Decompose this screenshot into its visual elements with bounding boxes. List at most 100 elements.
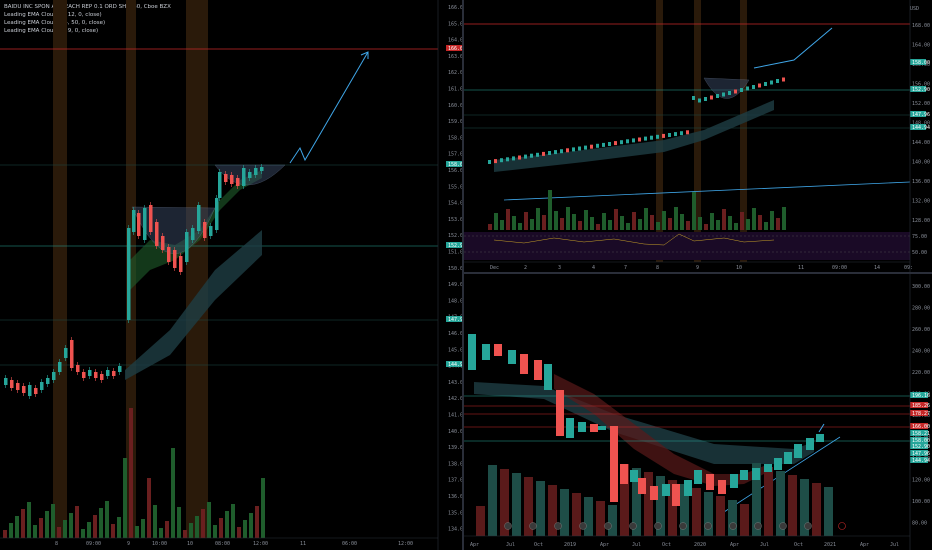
candle[interactable] (752, 468, 760, 480)
candle[interactable] (656, 134, 659, 139)
candle[interactable] (494, 159, 497, 164)
candle[interactable] (203, 222, 207, 238)
candle[interactable] (632, 138, 635, 143)
candle[interactable] (100, 374, 104, 380)
price-tag[interactable] (910, 111, 926, 117)
price-tag[interactable] (446, 161, 462, 167)
candle[interactable] (143, 208, 147, 240)
candle[interactable] (672, 484, 680, 506)
earnings-marker[interactable] (679, 522, 687, 530)
candle[interactable] (248, 172, 252, 178)
projection-arrow[interactable] (753, 27, 833, 69)
price-tag[interactable] (910, 124, 926, 130)
candle[interactable] (106, 370, 110, 376)
oscillator-pane[interactable] (464, 232, 910, 260)
candle[interactable] (488, 160, 491, 164)
candle[interactable] (494, 344, 502, 356)
candle[interactable] (82, 372, 86, 378)
candle[interactable] (468, 334, 476, 370)
candle[interactable] (548, 151, 551, 155)
candle[interactable] (740, 470, 748, 480)
candle[interactable] (734, 89, 737, 94)
price-tag[interactable] (910, 86, 926, 92)
candle[interactable] (572, 147, 575, 152)
candle[interactable] (209, 226, 213, 236)
candle[interactable] (215, 198, 219, 230)
candle[interactable] (520, 354, 528, 374)
earnings-marker[interactable] (704, 522, 712, 530)
candle[interactable] (242, 168, 246, 186)
candle[interactable] (746, 86, 749, 91)
candle[interactable] (590, 424, 598, 432)
candle[interactable] (764, 464, 772, 472)
candle[interactable] (758, 83, 761, 88)
candle[interactable] (218, 172, 222, 198)
top-right-price-chart[interactable]: USD 75.00 50.00 168.00164.00160.00156.00… (464, 0, 932, 272)
candle[interactable] (197, 205, 201, 231)
price-tag[interactable] (446, 361, 462, 367)
price-tag[interactable] (910, 450, 928, 456)
bottom-right-chart-panel[interactable]: 300.00280.00260.00240.00220.00200.00180.… (464, 274, 932, 550)
candle[interactable] (620, 464, 628, 484)
price-tag[interactable] (910, 59, 926, 65)
candle[interactable] (94, 372, 98, 378)
price-tag[interactable] (910, 437, 928, 443)
candle[interactable] (650, 135, 653, 140)
earnings-marker[interactable] (579, 522, 587, 530)
price-tag[interactable] (446, 316, 462, 322)
price-tag[interactable] (910, 423, 928, 429)
earnings-marker[interactable] (629, 522, 637, 530)
candle[interactable] (70, 340, 74, 368)
candle[interactable] (644, 136, 647, 141)
price-tag[interactable] (910, 402, 928, 408)
left-price-chart[interactable]: 166.00 165.00 164.00 163.00 162.00 161.00 160.… (0, 0, 462, 550)
candle[interactable] (608, 142, 611, 146)
candle[interactable] (137, 213, 141, 236)
candle[interactable] (534, 360, 542, 380)
earnings-marker-upcoming[interactable] (838, 522, 846, 530)
candle[interactable] (28, 385, 32, 396)
candle[interactable] (167, 247, 171, 262)
candle[interactable] (668, 133, 671, 137)
candle[interactable] (706, 474, 714, 490)
candle[interactable] (179, 256, 183, 272)
candle[interactable] (770, 80, 773, 85)
candle[interactable] (536, 152, 539, 157)
price-tag[interactable] (446, 45, 462, 51)
candle[interactable] (155, 222, 159, 246)
candle[interactable] (692, 96, 695, 100)
candle[interactable] (718, 480, 726, 494)
candle[interactable] (680, 131, 683, 136)
candle[interactable] (185, 232, 189, 262)
candle[interactable] (224, 174, 228, 182)
candle[interactable] (76, 365, 80, 372)
candle[interactable] (566, 148, 569, 153)
candle[interactable] (596, 143, 599, 148)
candle[interactable] (590, 144, 593, 149)
candle[interactable] (64, 348, 68, 358)
candle[interactable] (620, 140, 623, 145)
candle[interactable] (512, 156, 515, 161)
candle[interactable] (173, 250, 177, 268)
candle[interactable] (816, 434, 824, 442)
price-tag[interactable] (446, 242, 462, 248)
candle[interactable] (506, 157, 509, 162)
candle[interactable] (806, 438, 814, 450)
candle[interactable] (662, 133, 665, 138)
candle[interactable] (161, 236, 165, 250)
candle[interactable] (482, 344, 490, 360)
price-tag[interactable] (910, 457, 928, 463)
candle[interactable] (236, 178, 240, 186)
earnings-marker[interactable] (804, 522, 812, 530)
candle[interactable] (132, 210, 136, 232)
candle[interactable] (710, 95, 713, 100)
candle[interactable] (626, 139, 629, 144)
bottom-right-price-chart[interactable]: 300.00280.00260.00240.00220.00200.00180.… (464, 274, 932, 550)
earnings-marker[interactable] (504, 522, 512, 530)
candle[interactable] (764, 82, 767, 86)
price-tag[interactable] (910, 443, 928, 449)
candle[interactable] (614, 141, 617, 146)
candle[interactable] (638, 137, 641, 142)
candle[interactable] (684, 480, 692, 496)
candle[interactable] (694, 470, 702, 484)
